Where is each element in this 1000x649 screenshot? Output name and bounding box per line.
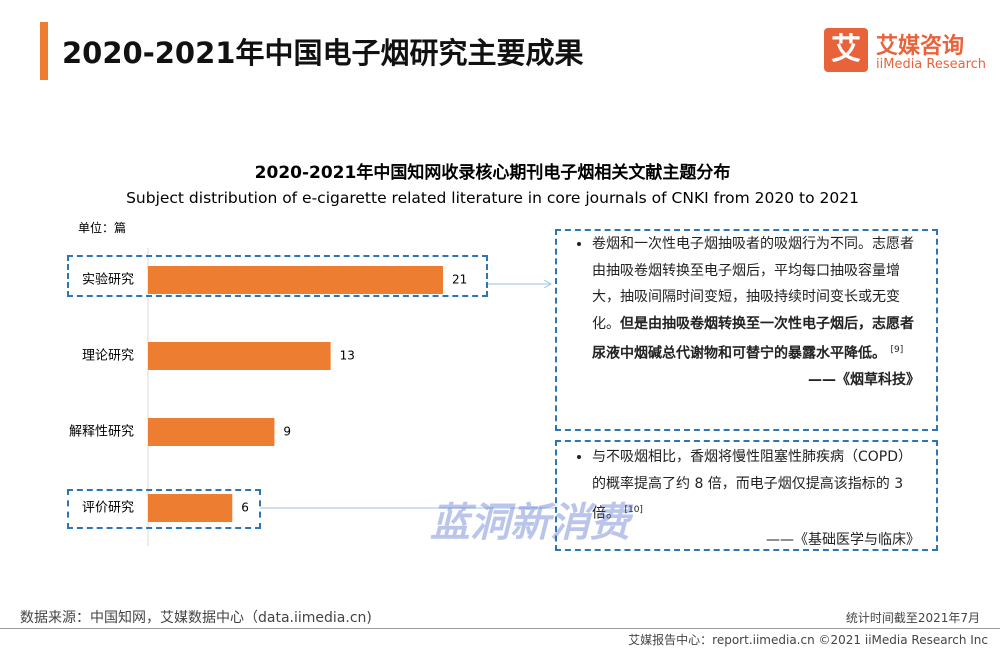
bar — [148, 418, 275, 446]
title-accent — [40, 22, 48, 80]
ref: [9] — [890, 345, 904, 355]
logo-name: 艾媒咨询 — [876, 34, 965, 59]
annotation-text: 卷烟和一次性电子烟抽吸者的吸烟行为不同。志愿者由抽吸卷烟转换至电子烟后，平均每口… — [592, 231, 920, 367]
category-label: 实验研究 — [82, 272, 134, 288]
bar — [148, 266, 443, 294]
annotation: 卷烟和一次性电子烟抽吸者的吸烟行为不同。志愿者由抽吸卷烟转换至电子烟后，平均每口… — [570, 231, 920, 394]
ref: [10] — [624, 505, 643, 515]
bar — [148, 342, 331, 370]
annotation-box — [555, 440, 938, 551]
logo-icon: 艾 — [824, 28, 868, 72]
footer-rule — [0, 628, 1000, 629]
annotation: 与不吸烟相比，香烟将慢性阻塞性肺疾病（COPD）的概率提高了约 8 倍，而电子烟… — [570, 444, 920, 554]
value-label: 13 — [340, 349, 355, 363]
page-title: 2020-2021年中国电子烟研究主要成果 — [62, 36, 584, 70]
text: 与不吸烟相比，香烟将慢性阻塞性肺疾病（COPD）的概率提高了约 8 倍，而电子烟… — [592, 449, 913, 522]
highlight-box — [67, 255, 488, 297]
unit-label: 单位：篇 — [78, 221, 127, 235]
arrow-head — [543, 279, 553, 289]
bold-text: 但是由抽吸卷烟转换至一次性电子烟后，志愿者尿液中烟碱总代谢物和可替宁的暴露水平降… — [592, 315, 914, 362]
footer-source: 数据来源：中国知网，艾媒数据中心（data.iimedia.cn) — [20, 610, 372, 626]
annotation-text: 与不吸烟相比，香烟将慢性阻塞性肺疾病（COPD）的概率提高了约 8 倍，而电子烟… — [592, 444, 920, 527]
category-label: 理论研究 — [82, 349, 134, 364]
value-label: 6 — [241, 501, 249, 515]
category-label: 评价研究 — [82, 501, 134, 516]
value-label: 21 — [452, 273, 467, 287]
chart-subtitle: Subject distribution of e-cigarette rela… — [126, 189, 859, 207]
watermark: 蓝洞新消费 — [430, 500, 630, 546]
annotation-source: ——《烟草科技》 — [808, 372, 920, 389]
chart-title: 2020-2021年中国知网收录核心期刊电子烟相关文献主题分布 — [254, 163, 731, 183]
annotation-box — [555, 229, 938, 431]
value-label: 9 — [283, 425, 291, 439]
highlight-box — [67, 489, 261, 529]
bar — [148, 494, 233, 522]
text: 卷烟和一次性电子烟抽吸者的吸烟行为不同。志愿者由抽吸卷烟转换至电子烟后，平均每口… — [592, 236, 914, 332]
footer-copyright: 艾媒报告中心：report.iimedia.cn ©2021 iiMedia R… — [628, 633, 988, 647]
category-label: 解释性研究 — [69, 425, 134, 440]
footer-date: 统计时间截至2021年7月 — [845, 611, 980, 625]
logo-sub: iiMedia Research — [876, 57, 987, 72]
annotation-source: ——《基础医学与临床》 — [766, 532, 920, 549]
